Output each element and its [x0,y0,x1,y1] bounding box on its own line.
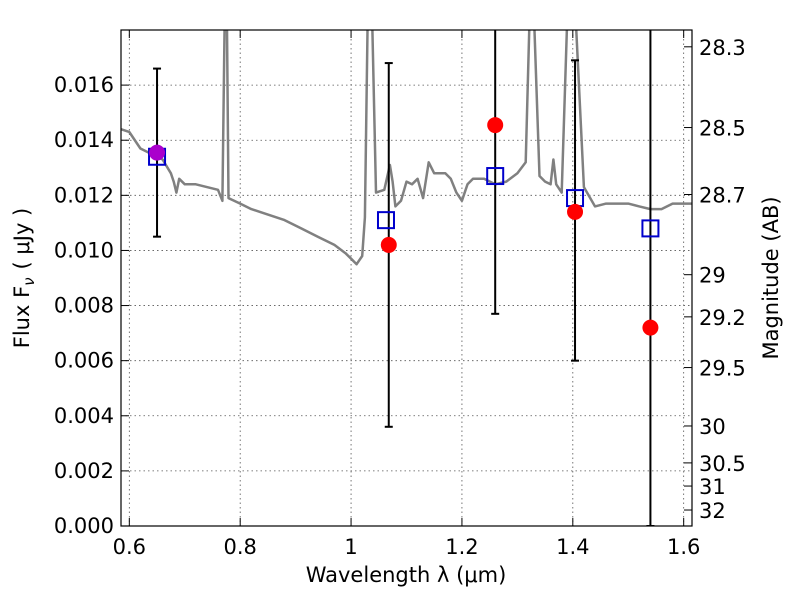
y-axis-label-subscript: ν [20,277,38,285]
right-tick-label: 31 [699,475,726,499]
x-tick-label: 1.6 [667,535,700,559]
observed-point-circle [487,117,504,134]
observed-point-circle [149,144,166,161]
observed-point-circle [380,236,397,253]
right-tick-label: 30 [699,415,726,439]
y-tick-label: 0.000 [54,514,114,538]
x-tick-label: 0.6 [113,535,146,559]
y-tick-label: 0.008 [54,294,114,318]
y-tick-label: 0.004 [54,404,114,428]
x-tick-label: 1.4 [556,535,589,559]
observed-point-circle [642,319,659,336]
y-axis-label-unit: ( μJy ) [10,208,34,270]
observed-point-circle [567,203,584,220]
y-tick-label: 0.014 [54,128,114,152]
y-tick-label: 0.012 [54,183,114,207]
right-tick-label: 28.5 [699,117,746,141]
x-tick-label: 1.2 [445,535,478,559]
right-tick-label: 29 [699,264,726,288]
right-tick-label: 28.3 [699,36,746,60]
spectrum-line [121,30,692,266]
model-point-square [641,219,660,238]
right-tick-label: 30.5 [699,452,746,476]
data-layer [121,30,692,526]
plot-background [121,30,692,526]
model-point-square [486,167,505,186]
x-axis-label: Wavelength λ (μm) [306,563,507,587]
x-tick-label: 0.8 [223,535,256,559]
y-axis-label-main: Flux F [10,286,34,348]
right-tick-label: 28.7 [699,184,746,208]
axes: 0.6 0.8 1 1.2 1.4 1.6 0.000 0.002 0.004 0.006 0.00… [54,29,746,559]
model-point-square [376,211,395,230]
plot-frame [120,29,693,527]
right-axis-label: Magnitude (AB) [759,196,783,359]
y-tick-label: 0.002 [54,459,114,483]
right-tick-label: 29.5 [699,357,746,381]
x-tick-label: 1 [344,535,357,559]
y-axis-label: Flux Fν ( μJy ) [10,208,38,349]
y-tick-label: 0.010 [54,238,114,262]
right-tick-label: 32 [699,499,726,523]
y-tick-label: 0.006 [54,349,114,373]
right-tick-label: 29.2 [699,306,746,330]
y-tick-label: 0.016 [54,73,114,97]
